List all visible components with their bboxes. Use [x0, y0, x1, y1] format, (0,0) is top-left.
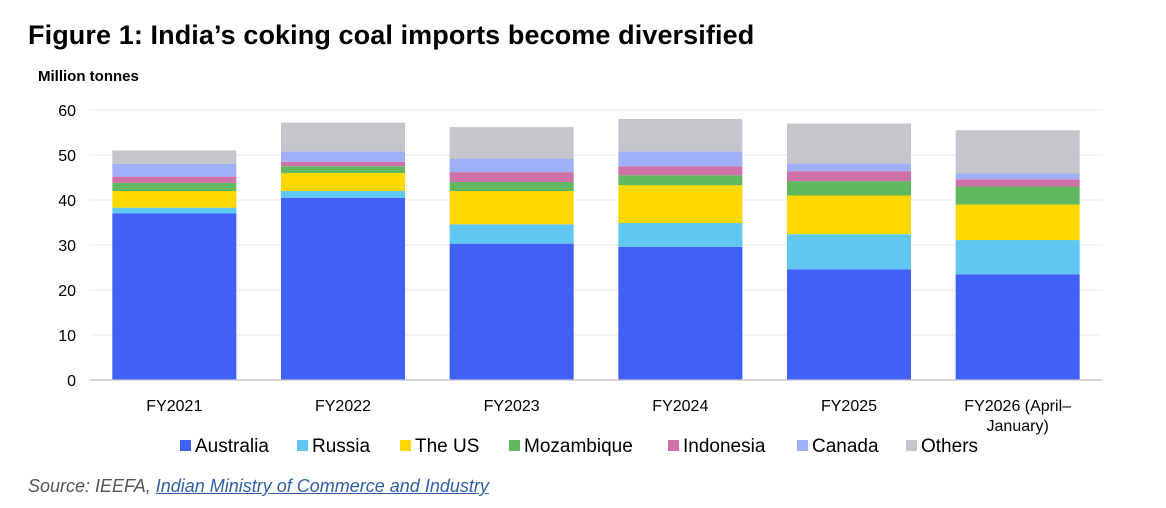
legend-label: The US	[415, 436, 479, 457]
legend-swatch-russia	[297, 440, 308, 451]
source-prefix: Source: IEEFA,	[28, 476, 156, 496]
x-tick-label: FY2025	[821, 398, 877, 415]
legend-label: Indonesia	[683, 436, 766, 457]
y-axis-label: Million tonnes	[38, 68, 139, 85]
bar-segment-canada	[112, 164, 237, 177]
legend-label: Russia	[312, 436, 371, 457]
bar-segment-the-us	[112, 191, 237, 208]
legend-swatch-canada	[797, 440, 808, 451]
bar-segment-canada	[449, 158, 574, 173]
bar-segment-canada	[281, 151, 405, 162]
x-tick-label: January)	[987, 418, 1049, 435]
legend-swatch-others	[906, 440, 917, 451]
bar-segment-australia	[955, 274, 1080, 380]
bar-segment-australia	[449, 243, 574, 380]
bar-segment-the-us	[281, 173, 405, 191]
legend-swatch-australia	[180, 440, 191, 451]
y-tick-label: 10	[58, 328, 76, 345]
y-tick-label: 50	[58, 148, 76, 165]
bar-segment-russia	[787, 234, 911, 270]
bar-segment-mozambique	[618, 175, 743, 186]
source-link[interactable]: Indian Ministry of Commerce and Industry	[155, 476, 489, 496]
bar-segment-others	[787, 123, 911, 164]
bar-segment-indonesia	[112, 176, 237, 183]
bar-segment-indonesia	[618, 166, 743, 176]
bar-segment-canada	[618, 151, 743, 167]
bar-segment-canada	[955, 173, 1080, 180]
bar-segment-mozambique	[112, 182, 237, 191]
y-tick-label: 60	[58, 103, 76, 120]
bar-segment-mozambique	[787, 181, 911, 196]
x-tick-label: FY2022	[315, 398, 371, 415]
legend-label: Australia	[195, 436, 269, 457]
y-tick-label: 40	[58, 193, 76, 210]
legend-label: Mozambique	[524, 436, 633, 457]
bar-segment-others	[449, 127, 574, 159]
bar-segment-indonesia	[955, 179, 1080, 187]
stacked-bar-chart: Million tonnes 0 10 20 30 40 50 60 FY2021 FY2022 F…	[38, 68, 1102, 457]
bar-segment-the-us	[449, 191, 574, 225]
bar-segment-the-us	[618, 185, 743, 223]
bar-segment-others	[281, 122, 405, 152]
bar-segment-indonesia	[281, 161, 405, 167]
bar-segment-mozambique	[281, 166, 405, 173]
y-tick-label: 0	[67, 373, 76, 390]
bar-segment-the-us	[955, 204, 1080, 241]
source-note: Source: IEEFA, Indian Ministry of Commer…	[28, 476, 489, 497]
legend-swatch-indonesia	[668, 440, 679, 451]
legend-label: Canada	[812, 436, 879, 457]
x-tick-label: FY2023	[484, 398, 540, 415]
x-tick-label: FY2024	[652, 398, 708, 415]
bar-segment-canada	[787, 163, 911, 172]
bar-segment-russia	[618, 222, 743, 247]
bar-segment-others	[112, 150, 237, 164]
legend-swatch-the-us	[400, 440, 411, 451]
bar-segment-indonesia	[787, 171, 911, 182]
legend-label: Others	[921, 436, 978, 457]
bar-segment-russia	[955, 240, 1080, 275]
y-tick-label: 30	[58, 238, 76, 255]
x-tick-label: FY2021	[146, 398, 202, 415]
bar-segment-others	[618, 119, 743, 152]
bar-segment-australia	[787, 269, 911, 380]
bar-segment-the-us	[787, 195, 911, 235]
legend-swatch-mozambique	[509, 440, 520, 451]
bar-segment-others	[955, 130, 1080, 174]
bar-segment-australia	[618, 246, 743, 380]
bar-segment-australia	[281, 197, 405, 380]
bar-segment-russia	[281, 191, 405, 198]
x-tick-label: FY2026 (April–	[964, 398, 1071, 415]
bar-segment-russia	[449, 224, 574, 244]
y-tick-label: 20	[58, 283, 76, 300]
bar-segment-indonesia	[449, 172, 574, 182]
bar-segment-mozambique	[449, 182, 574, 191]
figure-title: Figure 1: India’s coking coal imports be…	[28, 20, 755, 50]
bar-segment-mozambique	[955, 186, 1080, 205]
bar-segment-russia	[112, 207, 237, 214]
bar-segment-australia	[112, 213, 237, 380]
